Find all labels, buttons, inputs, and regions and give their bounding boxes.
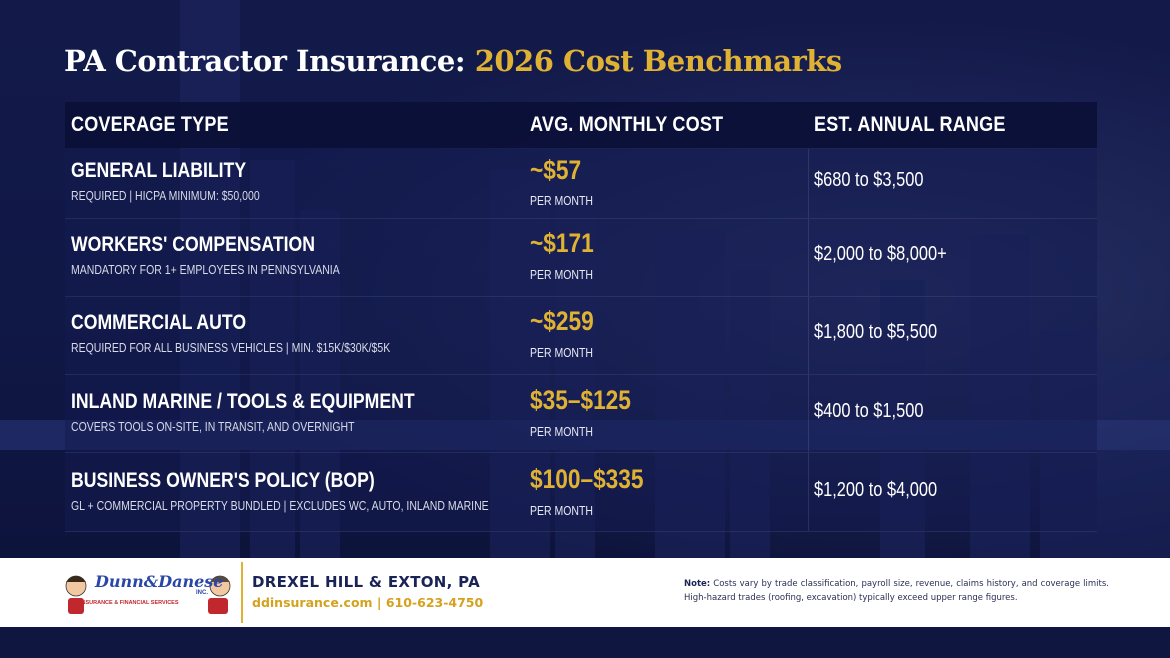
logo-wordmark: Dunn&Danese <box>95 572 224 591</box>
table-row: Inland Marine / Tools & Equipment Covers… <box>65 375 1097 453</box>
header-avg-monthly-cost: Avg. Monthly Cost <box>530 113 724 136</box>
cartoon-mascots-icon <box>65 575 231 614</box>
column-divider <box>808 375 809 452</box>
column-divider <box>808 453 809 531</box>
logo-tagline: INSURANCE & FINANCIAL SERVICES <box>80 600 179 606</box>
coverage-note: Required | HICPA minimum: $50,000 <box>71 189 260 203</box>
coverage-note: Required for all business vehicles | Min… <box>71 341 391 355</box>
per-month-label: per month <box>530 268 593 282</box>
coverage-name: Inland Marine / Tools & Equipment <box>71 390 415 413</box>
monthly-cost: ~$259 <box>530 306 594 336</box>
monthly-cost: ~$57 <box>530 155 582 185</box>
coverage-name: Commercial Auto <box>71 311 247 334</box>
column-divider <box>808 219 809 296</box>
annual-range: $400 to $1,500 <box>814 400 924 422</box>
footnote: Note: Costs vary by trade classification… <box>684 577 1109 605</box>
footer-divider <box>241 562 243 623</box>
annual-range: $1,800 to $5,500 <box>814 321 938 343</box>
annual-range: $680 to $3,500 <box>814 169 924 191</box>
per-month-label: per month <box>530 346 593 360</box>
table-header: Coverage Type Avg. Monthly Cost Est. Ann… <box>65 102 1097 148</box>
company-logo[interactable]: Dunn&Danese INC. INSURANCE & FINANCIAL S… <box>62 568 234 618</box>
header-coverage-type: Coverage Type <box>71 113 229 136</box>
header-est-annual-range: Est. Annual Range <box>814 113 1006 136</box>
column-divider <box>808 297 809 374</box>
column-divider <box>808 149 809 218</box>
table-row: Commercial Auto Required for all busines… <box>65 297 1097 375</box>
title-main: PA Contractor Insurance: <box>64 44 466 78</box>
footnote-label: Note: <box>684 579 711 589</box>
coverage-name: Workers' Compensation <box>71 233 315 256</box>
monthly-cost: $35–$125 <box>530 385 631 415</box>
footnote-text: Costs vary by trade classification, payr… <box>684 579 1110 603</box>
logo-inc: INC. <box>196 590 208 596</box>
coverage-name: Business Owner's Policy (BOP) <box>71 469 375 492</box>
monthly-cost: ~$171 <box>530 228 594 258</box>
per-month-label: per month <box>530 504 593 518</box>
table-row: Business Owner's Policy (BOP) GL + comme… <box>65 453 1097 532</box>
location-text: DREXEL HILL & EXTON, PA <box>252 573 481 591</box>
coverage-note: GL + commercial property bundled | Exclu… <box>71 499 489 513</box>
annual-range: $1,200 to $4,000 <box>814 479 938 501</box>
coverage-note: Covers tools on-site, in transit, and ov… <box>71 420 355 434</box>
table-row: General Liability Required | HICPA minim… <box>65 149 1097 219</box>
contact-link[interactable]: ddinsurance.com | 610-623-4750 <box>252 595 484 610</box>
footer-banner: Dunn&Danese INC. INSURANCE & FINANCIAL S… <box>0 558 1170 627</box>
coverage-note: Mandatory for 1+ employees in Pennsylvan… <box>71 263 340 277</box>
bottom-band <box>0 627 1170 658</box>
coverage-name: General Liability <box>71 159 247 182</box>
monthly-cost: $100–$335 <box>530 464 644 494</box>
page-title: PA Contractor Insurance: 2026 Cost Bench… <box>64 44 842 78</box>
per-month-label: per month <box>530 194 593 208</box>
cost-benchmark-table: Coverage Type Avg. Monthly Cost Est. Ann… <box>65 102 1097 532</box>
annual-range: $2,000 to $8,000+ <box>814 243 947 265</box>
per-month-label: per month <box>530 425 593 439</box>
table-row: Workers' Compensation Mandatory for 1+ e… <box>65 219 1097 297</box>
title-accent: 2026 Cost Benchmarks <box>474 44 843 78</box>
